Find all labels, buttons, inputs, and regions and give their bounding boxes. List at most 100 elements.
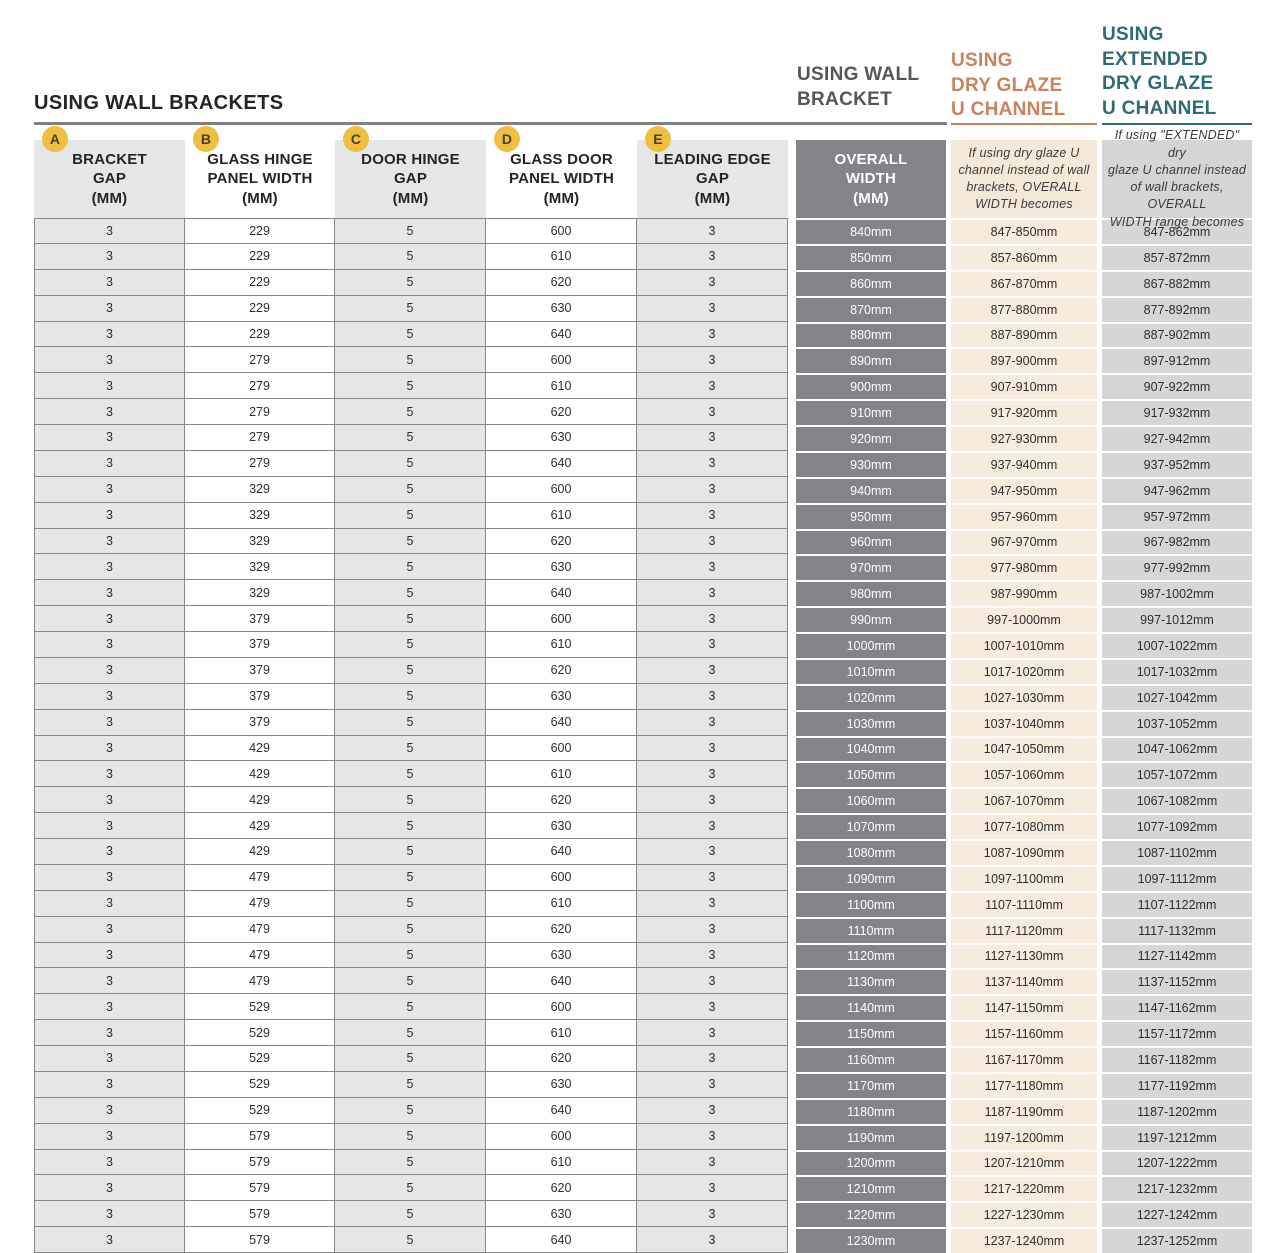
table-cell: 967-982mm xyxy=(1102,528,1252,555)
table-cell: 967-970mm xyxy=(951,528,1097,555)
table-cell: 1227-1230mm xyxy=(951,1201,1097,1228)
table-cell: 610 xyxy=(486,1020,637,1046)
table-cell: 3 xyxy=(637,1149,788,1176)
table-cell: 379 xyxy=(185,683,335,710)
table-cell: 3 xyxy=(34,1149,185,1176)
table-cell: 3 xyxy=(34,916,185,943)
table-cell: 5 xyxy=(335,1201,486,1228)
table-cell: 600 xyxy=(486,864,637,891)
table-cell: 1010mm xyxy=(796,657,946,684)
table-cell: 1170mm xyxy=(796,1071,946,1098)
table-cell: 1147-1150mm xyxy=(951,994,1097,1021)
table-cell: 600 xyxy=(486,1123,637,1150)
table-cell: 1030mm xyxy=(796,709,946,736)
table-cell: 640 xyxy=(486,450,637,477)
table-cell: 3 xyxy=(637,813,788,839)
table-cell: 5 xyxy=(335,709,486,736)
table-cell: 3 xyxy=(637,709,788,736)
table-cell: 1197-1200mm xyxy=(951,1123,1097,1150)
table-cell: 5 xyxy=(335,735,486,762)
table-cell: 3 xyxy=(34,1123,185,1150)
table-cell: 610 xyxy=(486,373,637,400)
table-row: 3 229 5 620 3 860mm 867-870mm 867-882mm xyxy=(34,269,1252,296)
table-row: 3 529 5 640 3 1180mm 1187-1190mm 1187-1202mm xyxy=(34,1097,1252,1124)
table-cell: 1017-1020mm xyxy=(951,657,1097,684)
table-cell: 877-880mm xyxy=(951,295,1097,322)
table-cell: 957-960mm xyxy=(951,502,1097,529)
table-cell: 5 xyxy=(335,321,486,348)
table-cell: 3 xyxy=(34,606,185,632)
column-header-glass-hinge-panel-width: B GLASS HINGE PANEL WIDTH (MM) xyxy=(185,126,335,218)
table-cell: 1097-1100mm xyxy=(951,864,1097,891)
table-cell: 3 xyxy=(637,1227,788,1253)
table-row: 3 429 5 610 3 1050mm 1057-1060mm 1057-1072mm xyxy=(34,761,1252,788)
table-cell: 529 xyxy=(185,1020,335,1046)
table-cell: 479 xyxy=(185,890,335,917)
table-cell: 3 xyxy=(637,476,788,503)
table-cell: 897-900mm xyxy=(951,347,1097,374)
table-cell: 1077-1080mm xyxy=(951,813,1097,839)
table-cell: 5 xyxy=(335,994,486,1021)
table-cell: 229 xyxy=(185,243,335,270)
table-cell: 3 xyxy=(34,1227,185,1253)
column-header-label: LEADING EDGE GAP (MM) xyxy=(654,150,771,207)
table-cell: 3 xyxy=(34,683,185,710)
table-cell: 5 xyxy=(335,683,486,710)
table-cell: 5 xyxy=(335,425,486,451)
table-cell: 1020mm xyxy=(796,683,946,710)
table-cell: 640 xyxy=(486,839,637,865)
table-row: 3 529 5 620 3 1160mm 1167-1170mm 1167-1182mm xyxy=(34,1046,1252,1072)
table-cell: 3 xyxy=(34,450,185,477)
table-cell: 600 xyxy=(486,606,637,632)
table-cell: 3 xyxy=(637,1020,788,1046)
table-cell: 1097-1112mm xyxy=(1102,864,1252,891)
table-cell: 3 xyxy=(34,554,185,581)
table-cell: 1017-1032mm xyxy=(1102,657,1252,684)
table-cell: 3 xyxy=(34,1046,185,1072)
table-cell: 3 xyxy=(34,735,185,762)
table-row: 3 379 5 640 3 1030mm 1037-1040mm 1037-1052mm xyxy=(34,709,1252,736)
table-row: 3 279 5 640 3 930mm 937-940mm 937-952mm xyxy=(34,450,1252,477)
table-cell: 5 xyxy=(335,916,486,943)
table-cell: 379 xyxy=(185,632,335,658)
table-cell: 997-1012mm xyxy=(1102,606,1252,632)
table-row: 3 429 5 630 3 1070mm 1077-1080mm 1077-1092mm xyxy=(34,813,1252,839)
table-cell: 610 xyxy=(486,632,637,658)
column-header-overall-width: OVERALL WIDTH (MM) xyxy=(796,140,946,218)
table-cell: 3 xyxy=(637,321,788,348)
table-cell: 3 xyxy=(637,528,788,555)
table-cell: 1027-1042mm xyxy=(1102,683,1252,710)
table-cell: 3 xyxy=(637,554,788,581)
table-cell: 610 xyxy=(486,890,637,917)
table-row: 3 479 5 610 3 1100mm 1107-1110mm 1107-1122mm xyxy=(34,890,1252,917)
table-cell: 5 xyxy=(335,1123,486,1150)
table-cell: 279 xyxy=(185,450,335,477)
table-cell: 887-902mm xyxy=(1102,321,1252,348)
table-cell: 3 xyxy=(34,269,185,296)
heading-using-extended-dry-glaze-u-channel: USING EXTENDED DRY GLAZE U CHANNEL xyxy=(1102,24,1217,120)
table-cell: 1050mm xyxy=(796,761,946,788)
table-cell: 1237-1252mm xyxy=(1102,1227,1252,1253)
table-cell: 640 xyxy=(486,580,637,607)
table-cell: 579 xyxy=(185,1123,335,1150)
table-cell: 3 xyxy=(637,580,788,607)
table-cell: 3 xyxy=(637,1046,788,1072)
table-cell: 970mm xyxy=(796,554,946,581)
table-cell: 3 xyxy=(34,528,185,555)
table-cell: 279 xyxy=(185,399,335,425)
table-cell: 5 xyxy=(335,1097,486,1124)
table-row: 3 329 5 610 3 950mm 957-960mm 957-972mm xyxy=(34,502,1252,529)
table-cell: 630 xyxy=(486,295,637,322)
table-cell: 3 xyxy=(637,839,788,865)
table-cell: 630 xyxy=(486,554,637,581)
table-cell: 1157-1172mm xyxy=(1102,1020,1252,1046)
table-cell: 5 xyxy=(335,1020,486,1046)
divider-wall-brackets xyxy=(34,122,947,125)
table-cell: 3 xyxy=(34,813,185,839)
table-cell: 379 xyxy=(185,606,335,632)
divider-extended-dry-glaze xyxy=(1102,123,1252,125)
table-cell: 1140mm xyxy=(796,994,946,1021)
table-cell: 1047-1062mm xyxy=(1102,735,1252,762)
table-cell: 1207-1222mm xyxy=(1102,1149,1252,1176)
table-cell: 840mm xyxy=(796,218,946,244)
